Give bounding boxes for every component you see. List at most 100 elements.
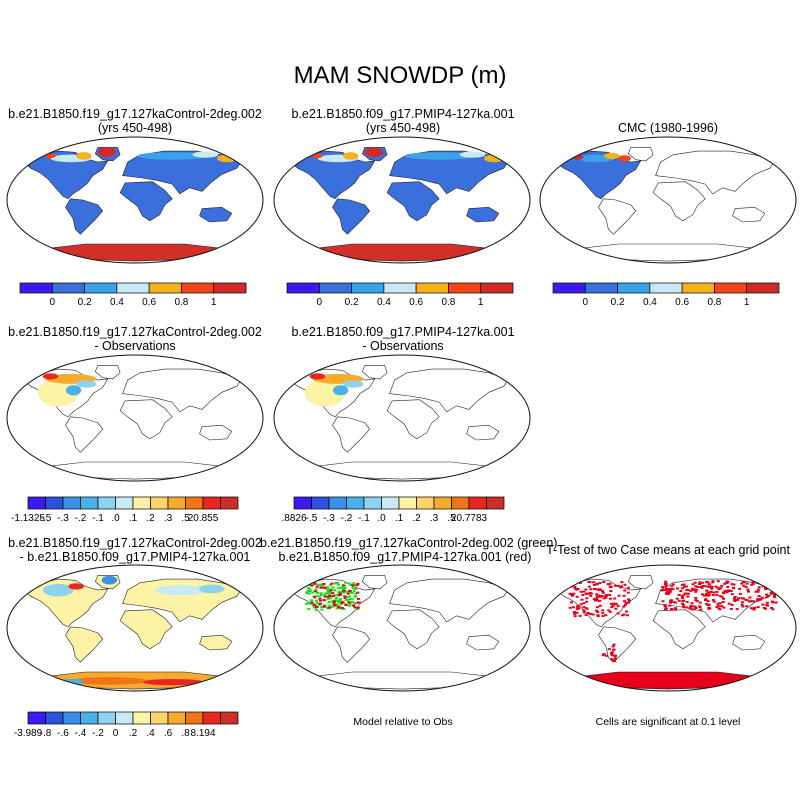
note-model-relative-obs: Model relative to Obs — [353, 716, 453, 728]
significance-cell — [338, 593, 342, 596]
significance-cell — [711, 581, 715, 584]
significance-cell — [694, 596, 698, 599]
significance-cell — [708, 586, 712, 588]
significance-cell — [307, 601, 311, 604]
panel-title-p4-line1: b.e21.B1850.f19_g17.127kaControl-2deg.00… — [8, 325, 262, 339]
significance-cell — [741, 601, 744, 604]
significance-cell — [596, 610, 600, 613]
significance-cell — [325, 592, 328, 595]
significance-cell — [765, 601, 769, 604]
significance-cell — [745, 605, 749, 608]
colorbar-tick-label: .5 — [447, 513, 456, 524]
continent-samerica — [332, 626, 371, 663]
significance-cell — [343, 596, 347, 599]
colorbar-swatch — [416, 496, 435, 510]
significance-cell — [690, 608, 694, 611]
significance-cell — [329, 596, 332, 599]
colorbar-swatch — [185, 496, 204, 510]
significance-cell — [723, 582, 727, 585]
significance-cell — [770, 607, 774, 609]
significance-cell — [330, 605, 334, 608]
significance-cell — [587, 585, 591, 588]
continent-africa — [386, 609, 440, 650]
diff-band — [71, 677, 148, 685]
significance-cell — [773, 595, 777, 597]
continent-greenland — [361, 575, 388, 590]
snow-band — [137, 152, 210, 160]
significance-cell — [337, 607, 341, 610]
significance-cell — [757, 586, 761, 589]
significance-cell — [624, 602, 628, 604]
significance-cell — [689, 589, 693, 592]
significance-cell — [623, 600, 627, 603]
significance-cell — [688, 607, 692, 610]
continent-samerica — [332, 416, 371, 453]
significance-cell — [682, 583, 686, 586]
significance-cell — [667, 588, 671, 591]
significance-cell — [595, 606, 599, 609]
significance-cell — [716, 580, 720, 583]
significance-cell — [695, 588, 699, 591]
significance-cell — [305, 590, 309, 593]
significance-cell — [744, 586, 748, 589]
significance-cell — [311, 591, 314, 594]
significance-cell — [698, 605, 702, 608]
significance-cell — [611, 604, 615, 607]
colorbar-tick-label: 0.4 — [110, 297, 124, 308]
colorbar-swatch — [448, 282, 482, 294]
significance-cell — [620, 581, 624, 584]
colorbar-swatch — [115, 496, 134, 510]
significance-cell — [682, 606, 686, 609]
significance-cell — [622, 605, 626, 608]
significance-cell — [626, 586, 630, 589]
significance-cell — [738, 592, 742, 595]
significance-cell — [706, 591, 710, 594]
significance-cell — [616, 584, 620, 587]
significance-cell — [582, 602, 586, 605]
colorbar-tick-label: .2 — [412, 513, 421, 524]
significance-cell — [673, 607, 677, 610]
significance-cell — [682, 599, 686, 602]
continent-africa — [652, 609, 706, 650]
significance-cell — [584, 613, 588, 616]
significance-cell — [328, 604, 332, 607]
significance-cell — [356, 583, 360, 585]
significance-cell — [691, 583, 695, 586]
colorbar-cb2: 0 0.2 0.4 0.6 0.8 1 — [286, 282, 514, 308]
significance-cell — [332, 594, 335, 597]
significance-cell — [342, 591, 346, 594]
significance-cell — [322, 605, 326, 608]
map-content-p8 — [274, 565, 530, 691]
significance-cell — [344, 604, 348, 606]
significance-cell — [756, 598, 760, 600]
significance-cell — [612, 648, 616, 651]
significance-cell — [322, 586, 326, 589]
bias-band — [304, 378, 346, 407]
significance-cell — [310, 584, 314, 587]
significance-cell — [573, 580, 577, 583]
significance-cell — [343, 595, 347, 598]
significance-cell — [694, 585, 698, 588]
significance-cell — [725, 591, 729, 594]
significance-cell — [323, 595, 327, 598]
significance-cell — [616, 612, 620, 615]
panel-title-p5-line2: - Observations — [362, 339, 444, 353]
significance-cell — [313, 596, 317, 599]
colorbar-tick-label: .2 — [129, 728, 138, 739]
significance-cell — [319, 586, 323, 589]
significance-cell — [701, 585, 705, 588]
significance-cell — [338, 592, 342, 595]
panel-title-p7-line2: - b.e21.B1850.f09_g17.PMIP4-127ka.001 — [19, 550, 251, 564]
significance-cell — [690, 602, 694, 605]
significance-cell — [348, 598, 352, 601]
significance-cell — [341, 584, 345, 587]
significance-cell — [738, 587, 742, 590]
significance-cell — [341, 601, 345, 604]
colorbar-tick-label: -.5 — [40, 513, 52, 524]
bias-band — [76, 380, 97, 388]
significance-cell — [750, 583, 754, 586]
significance-cell — [668, 590, 672, 592]
significance-cell — [679, 590, 683, 593]
panel-title-p2-line2: (yrs 450-498) — [365, 121, 441, 135]
significance-cell — [705, 594, 709, 597]
